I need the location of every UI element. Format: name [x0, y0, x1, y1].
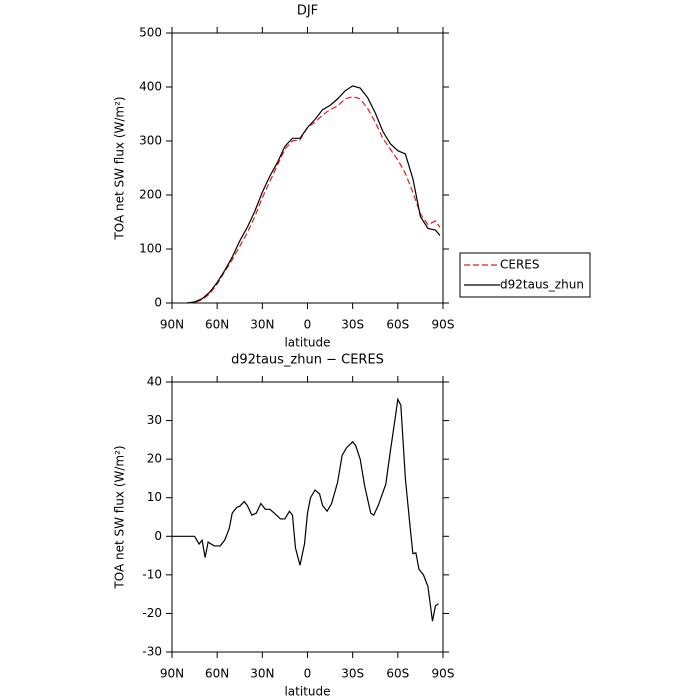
x-tick-label: 60S: [386, 318, 409, 332]
x-tick-label: 60S: [386, 667, 409, 681]
series-line: [172, 397, 439, 622]
x-tick-label: 90N: [160, 667, 184, 681]
x-tick-label: 0: [304, 667, 312, 681]
legend-box: [459, 252, 591, 298]
x-tick-label: 60N: [205, 667, 229, 681]
x-tick-label: 60N: [205, 318, 229, 332]
legend-label: CERES: [500, 258, 540, 272]
x-axis-label: latitude: [284, 685, 330, 699]
y-tick-label: 300: [139, 134, 162, 148]
y-tick-label: 0: [154, 529, 162, 543]
series-line: [186, 85, 441, 304]
x-tick-label: 90S: [432, 318, 455, 332]
series-line: [187, 96, 441, 304]
y-tick-label: 10: [147, 490, 162, 504]
legend-label: d92taus_zhun: [500, 278, 584, 292]
y-tick-label: -30: [142, 645, 162, 659]
y-tick-label: 100: [139, 242, 162, 256]
chart-title: d92taus_zhun − CERES: [231, 353, 384, 368]
plot-frame: [171, 32, 444, 304]
y-tick-label: 20: [147, 452, 162, 466]
x-tick-label: 30N: [250, 318, 274, 332]
chart-title: DJF: [297, 4, 318, 19]
x-axis-label: latitude: [284, 336, 330, 350]
y-tick-label: -10: [142, 567, 162, 581]
y-axis-label: TOA net SW flux (W/m²): [113, 96, 127, 240]
x-tick-label: 90S: [432, 667, 455, 681]
x-tick-label: 90N: [160, 318, 184, 332]
y-axis-label: TOA net SW flux (W/m²): [113, 445, 127, 589]
y-tick-label: 500: [139, 26, 162, 40]
y-tick-label: 400: [139, 80, 162, 94]
y-tick-label: 30: [147, 413, 162, 427]
y-tick-label: 200: [139, 188, 162, 202]
x-tick-label: 30S: [341, 667, 364, 681]
y-tick-label: -20: [142, 606, 162, 620]
y-tick-label: 0: [154, 296, 162, 310]
x-tick-label: 30S: [341, 318, 364, 332]
x-tick-label: 30N: [250, 667, 274, 681]
x-tick-label: 0: [304, 318, 312, 332]
y-tick-label: 40: [147, 375, 162, 389]
plot-frame: [171, 381, 444, 653]
